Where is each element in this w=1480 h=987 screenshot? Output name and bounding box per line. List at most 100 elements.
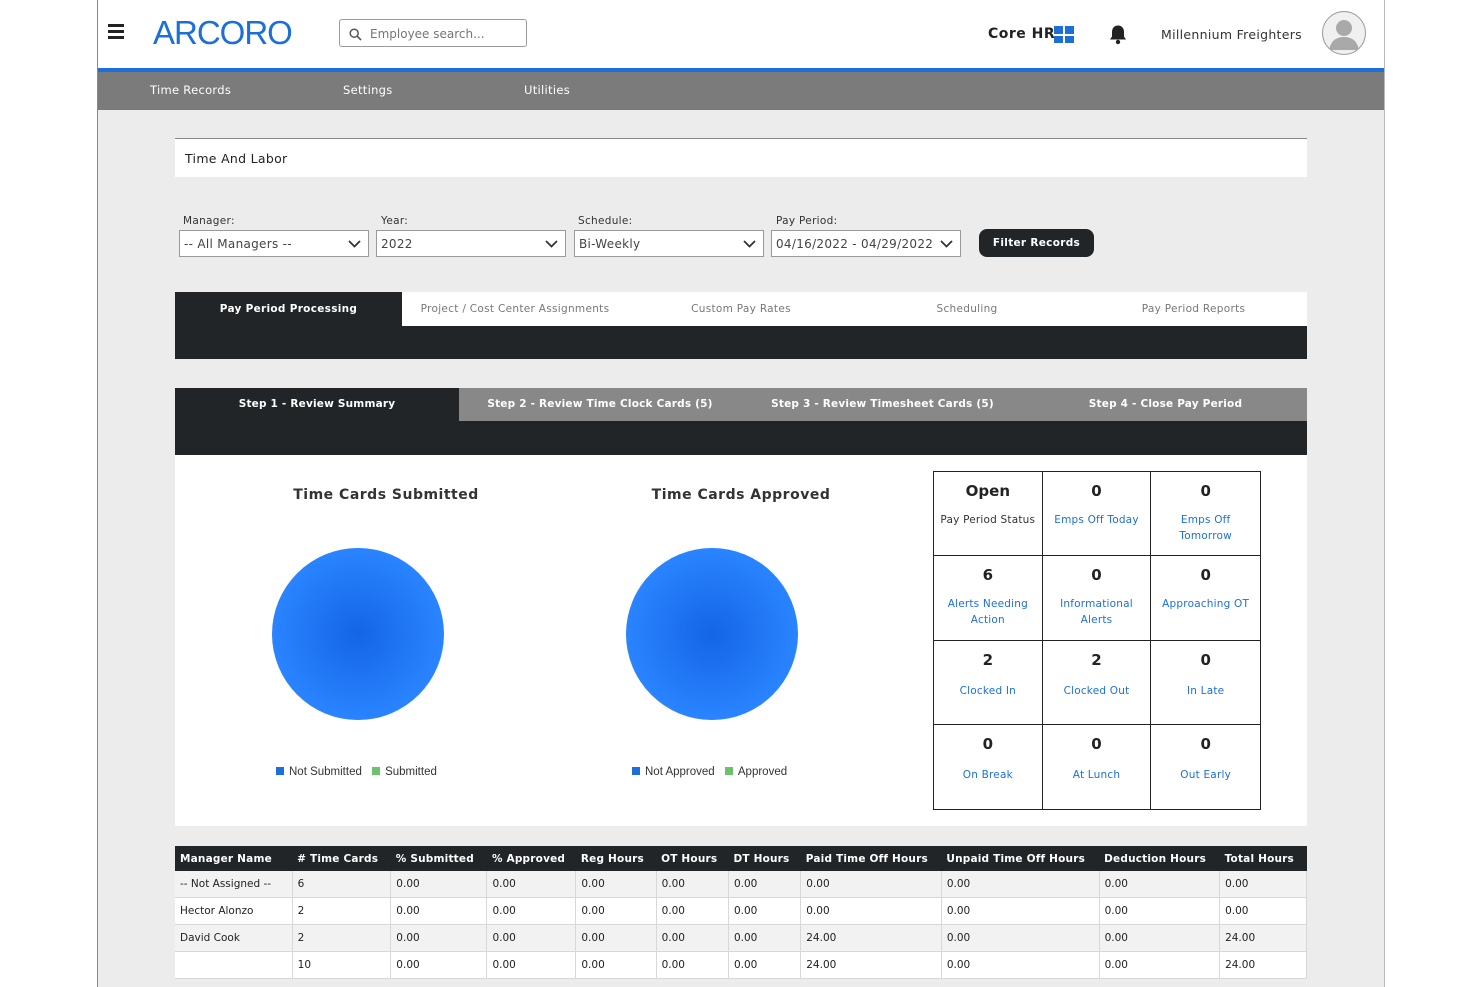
nav-time-records[interactable]: Time Records: [150, 83, 232, 97]
pie-slice-not-approved[interactable]: [626, 548, 798, 720]
stat-label[interactable]: Approaching OT: [1162, 598, 1250, 611]
filter-records-button[interactable]: Filter Records: [979, 229, 1094, 257]
stat-label[interactable]: Clocked Out: [1063, 684, 1130, 697]
step-1-review-summary[interactable]: Step 1 - Review Summary: [175, 388, 459, 421]
table-cell: 0.00: [941, 897, 1100, 925]
column-header[interactable]: % Submitted: [390, 846, 487, 871]
column-header[interactable]: Unpaid Time Off Hours: [941, 846, 1100, 871]
stat-value: Open: [965, 482, 1010, 500]
company-name[interactable]: Millennium Freighters: [1161, 27, 1302, 42]
column-header[interactable]: Manager Name: [175, 846, 293, 871]
stat-label[interactable]: Alerts Needing Action: [947, 598, 1028, 627]
menu-icon[interactable]: [108, 24, 124, 40]
stat-emps-off-today[interactable]: 0 Emps Off Today: [1042, 472, 1152, 557]
table-cell: 24.00: [800, 924, 942, 952]
legend-not-submitted[interactable]: Not Submitted: [276, 766, 362, 778]
stat-label[interactable]: Emps Off Tomorrow: [1179, 514, 1232, 542]
step-tabs: Step 1 - Review Summary Step 2 - Review …: [175, 388, 1307, 421]
arcoro-logo[interactable]: ARCORO: [153, 14, 293, 51]
manager-select[interactable]: -- All Managers --: [179, 230, 369, 257]
step-3-review-timesheet[interactable]: Step 3 - Review Timesheet Cards (5): [771, 398, 994, 410]
page-title: Time And Labor: [185, 151, 288, 166]
stat-approaching-ot[interactable]: 0 Approaching OT: [1151, 556, 1260, 641]
app-name: Core HR: [988, 26, 1056, 42]
column-header[interactable]: OT Hours: [656, 846, 729, 871]
tab-pay-period-reports[interactable]: Pay Period Reports: [1141, 303, 1246, 315]
table-cell: 0.00: [800, 897, 942, 925]
tabs-underbar: [175, 326, 1307, 359]
table-cell: 0.00: [1219, 897, 1307, 925]
stat-clocked-in[interactable]: 2 Clocked In: [934, 640, 1043, 725]
column-header[interactable]: # Time Cards: [292, 846, 391, 871]
schedule-select[interactable]: Bi-Weekly: [574, 230, 764, 257]
tab-pay-period-processing[interactable]: Pay Period Processing: [175, 292, 402, 326]
table-cell: 0.00: [575, 897, 657, 925]
table-cell: 0.00: [1099, 871, 1221, 898]
table-cell: 0.00: [486, 871, 577, 898]
column-header[interactable]: DT Hours: [728, 846, 801, 871]
nav-settings[interactable]: Settings: [343, 83, 393, 97]
column-header[interactable]: Paid Time Off Hours: [800, 846, 942, 871]
legend-submitted[interactable]: Submitted: [372, 766, 437, 778]
stat-value: 2: [982, 650, 994, 669]
tab-custom-pay-rates[interactable]: Custom Pay Rates: [691, 303, 791, 315]
stat-in-late[interactable]: 0 In Late: [1151, 641, 1260, 725]
stat-label[interactable]: Informational Alerts: [1060, 598, 1133, 627]
step-2-review-time-clock[interactable]: Step 2 - Review Time Clock Cards (5): [487, 398, 713, 410]
bell-icon[interactable]: [1108, 24, 1128, 49]
app-grid-icon[interactable]: [1054, 26, 1074, 43]
nav-utilities[interactable]: Utilities: [524, 83, 570, 97]
stat-label[interactable]: On Break: [962, 768, 1013, 781]
table-cell: 0.00: [1099, 924, 1221, 952]
column-header[interactable]: % Approved: [486, 846, 576, 871]
main-tabs: Pay Period Processing Project / Cost Cen…: [175, 292, 1307, 326]
legend-label: Not Submitted: [289, 766, 362, 778]
stat-emps-off-tomorrow[interactable]: 0 Emps Off Tomorrow: [1151, 472, 1260, 557]
legend-approved[interactable]: Approved: [724, 766, 787, 778]
table-cell: 0.00: [486, 897, 577, 925]
table-cell: 0.00: [800, 871, 942, 898]
stat-clocked-out[interactable]: 2 Clocked Out: [1042, 640, 1152, 725]
user-avatar[interactable]: [1322, 11, 1366, 55]
stat-label[interactable]: At Lunch: [1072, 768, 1121, 781]
search-input[interactable]: [368, 23, 522, 45]
employee-search[interactable]: [339, 19, 527, 47]
stat-at-lunch[interactable]: 0 At Lunch: [1043, 724, 1152, 809]
year-select[interactable]: 2022: [376, 230, 566, 257]
stat-value: 0: [1200, 734, 1211, 753]
pay-period-select[interactable]: 04/16/2022 - 04/29/2022: [771, 230, 961, 257]
table-cell: 6: [292, 871, 392, 898]
stat-alerts-needing-action[interactable]: 6 Alerts Needing Action: [934, 556, 1043, 641]
table-cell: 0.00: [390, 897, 488, 925]
table-cell: 24.00: [1219, 951, 1307, 979]
pie-slice-not-submitted[interactable]: [272, 548, 444, 720]
stat-label[interactable]: In Late: [1186, 684, 1225, 697]
stat-value: 6: [982, 566, 994, 585]
table-cell: 0.00: [575, 871, 657, 898]
table-cell: 2: [292, 897, 392, 925]
stat-label[interactable]: Out Early: [1180, 768, 1231, 781]
chevron-down-icon: [545, 240, 558, 248]
manager-summary-table: Manager Name # Time Cards% Submitted% App…: [175, 846, 1307, 979]
table-cell: 2: [292, 924, 392, 952]
header-accent-line: [98, 68, 1384, 72]
legend-not-approved[interactable]: Not Approved: [632, 766, 715, 778]
column-header[interactable]: Total Hours: [1219, 846, 1307, 871]
step-4-close-pay-period[interactable]: Step 4 - Close Pay Period: [1088, 398, 1243, 410]
table-row: -- Not Assigned -- 6 0.00 0.00 0.00 0.00 0.00 0…: [175, 871, 1307, 898]
app-frame: ARCORO Core HR Millennium Freighters Tim…: [97, 0, 1385, 987]
stat-label[interactable]: Clocked In: [959, 684, 1017, 697]
stat-out-early[interactable]: 0 Out Early: [1151, 725, 1260, 809]
stat-value: 0: [982, 734, 994, 753]
table-cell: 0.00: [390, 871, 488, 898]
approved-chart-title: Time Cards Approved: [651, 487, 831, 503]
stat-value: 0: [1091, 482, 1102, 500]
tab-scheduling[interactable]: Scheduling: [936, 303, 998, 315]
stat-informational-alerts[interactable]: 0 Informational Alerts: [1042, 556, 1152, 641]
stat-on-break[interactable]: 0 On Break: [934, 724, 1043, 809]
stat-label[interactable]: Emps Off Today: [1054, 514, 1139, 526]
column-header[interactable]: Reg Hours: [575, 846, 657, 871]
table-row: Hector Alonzo 2 0.00 0.00 0.00 0.00 0.00 0.00 0.…: [175, 897, 1307, 925]
tab-project-cost-center[interactable]: Project / Cost Center Assignments: [420, 303, 610, 315]
column-header[interactable]: Deduction Hours: [1099, 846, 1220, 871]
